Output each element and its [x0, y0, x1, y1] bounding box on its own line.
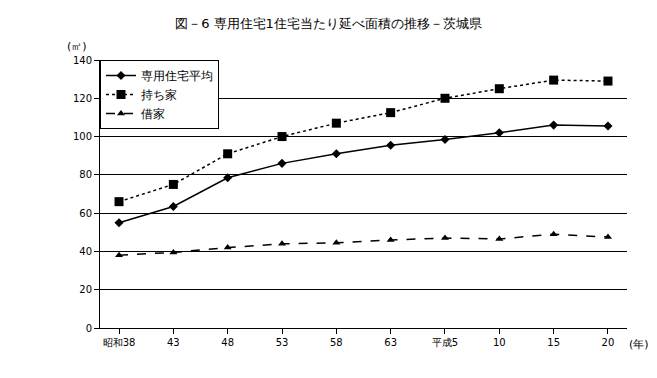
svg-text:昭和38: 昭和38	[103, 337, 136, 348]
svg-text:63: 63	[384, 337, 397, 348]
svg-text:10: 10	[493, 337, 506, 348]
svg-text:60: 60	[79, 208, 92, 219]
svg-text:43: 43	[167, 337, 180, 348]
svg-text:借家: 借家	[141, 107, 165, 121]
svg-text:15: 15	[547, 337, 560, 348]
svg-text:40: 40	[79, 246, 92, 257]
svg-text:140: 140	[73, 55, 92, 66]
svg-text:(年): (年)	[629, 338, 649, 351]
svg-text:専用住宅平均: 専用住宅平均	[141, 69, 213, 83]
svg-text:120: 120	[73, 93, 92, 104]
svg-text:図－6 専用住宅1住宅当たり延べ面積の推移－茨城県: 図－6 専用住宅1住宅当たり延べ面積の推移－茨城県	[175, 16, 482, 31]
svg-text:0: 0	[86, 323, 92, 334]
svg-text:58: 58	[330, 337, 343, 348]
svg-text:48: 48	[221, 337, 234, 348]
svg-text:持ち家: 持ち家	[141, 88, 177, 102]
svg-text:100: 100	[73, 131, 92, 142]
svg-text:平成5: 平成5	[432, 337, 458, 348]
svg-text:20: 20	[602, 337, 615, 348]
svg-text:53: 53	[276, 337, 289, 348]
svg-text:20: 20	[79, 284, 92, 295]
svg-text:80: 80	[79, 169, 92, 180]
svg-text:(㎡): (㎡)	[67, 40, 87, 53]
